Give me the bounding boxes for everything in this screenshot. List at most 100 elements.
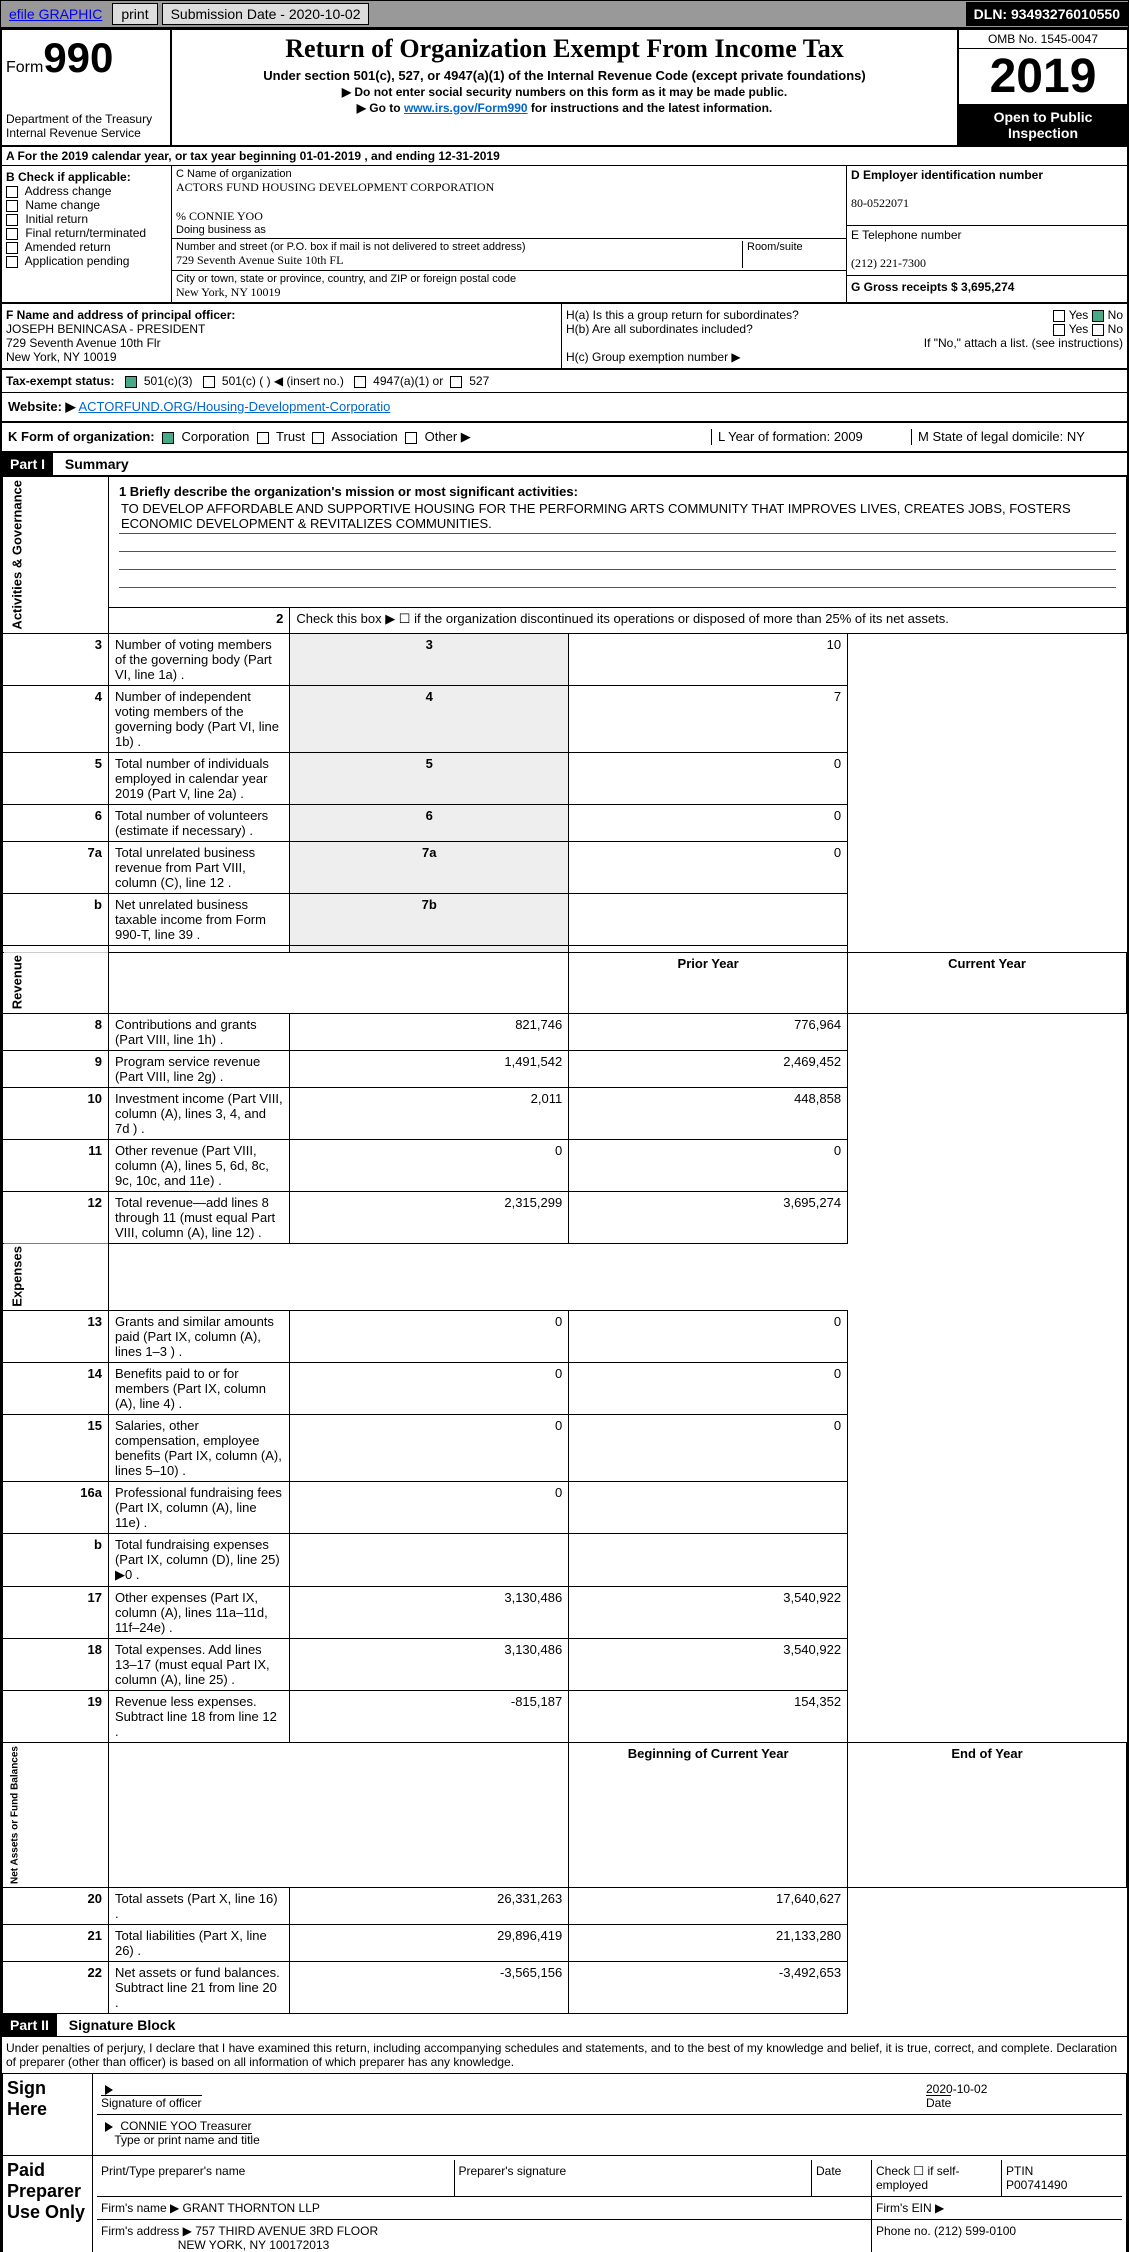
gov-side: Activities & Governance — [3, 477, 109, 634]
sig-date-label: Date — [926, 2095, 951, 2110]
mission-text: TO DEVELOP AFFORDABLE AND SUPPORTIVE HOU… — [119, 499, 1116, 534]
officer-addr: 729 Seventh Avenue 10th Flr — [6, 336, 161, 350]
ha-no: No — [1108, 308, 1123, 322]
subtitle-3: ▶ Go to www.irs.gov/Form990 for instruct… — [180, 101, 949, 115]
mission-q: 1 Briefly describe the organization's mi… — [119, 484, 578, 499]
part-2-header: Part II Signature Block — [2, 2014, 1127, 2037]
sig-name: CONNIE YOO Treasurer — [120, 2119, 251, 2134]
i-501c3-check[interactable] — [125, 376, 137, 388]
checkbox-option[interactable]: Final return/terminated — [6, 226, 167, 240]
box-deg: D Employer identification number 80-0522… — [847, 166, 1127, 302]
form-990: Form990 Department of the Treasury Inter… — [0, 28, 1129, 2252]
checkbox-option[interactable]: Name change — [6, 198, 167, 212]
prep-date-label: Date — [812, 2160, 872, 2196]
checkbox-option[interactable]: Address change — [6, 184, 167, 198]
table-row: 15Salaries, other compensation, employee… — [3, 1415, 1127, 1482]
form-header: Form990 Department of the Treasury Inter… — [2, 30, 1127, 147]
na-rows: 20Total assets (Part X, line 16) 26,331,… — [3, 1888, 1127, 2014]
street-address: 729 Seventh Avenue Suite 10th FL — [176, 253, 742, 268]
row-i: Tax-exempt status: 501(c)(3) 501(c) ( ) … — [2, 369, 1127, 393]
care-of: % CONNIE YOO — [176, 209, 842, 224]
table-row: 11Other revenue (Part VIII, column (A), … — [3, 1139, 1127, 1191]
hb-no-check[interactable] — [1092, 324, 1104, 336]
checkbox-option[interactable]: Initial return — [6, 212, 167, 226]
prep-name-label: Print/Type preparer's name — [97, 2160, 455, 2196]
sig-nametype: Type or print name and title — [114, 2133, 259, 2147]
paid-preparer: Paid Preparer Use Only — [3, 2156, 93, 2252]
submission-date: Submission Date - 2020-10-02 — [162, 3, 370, 25]
box-f: F Name and address of principal officer:… — [2, 304, 562, 368]
open-line2: Inspection — [963, 125, 1123, 141]
ha-yes: Yes — [1069, 308, 1089, 322]
box-f-label: F Name and address of principal officer: — [6, 308, 235, 322]
firm-city: NEW YORK, NY 100172013 — [178, 2238, 330, 2252]
part1-badge: Part I — [2, 453, 53, 475]
form-number: Form990 — [6, 34, 166, 82]
summary-table: Activities & Governance 1 Briefly descri… — [2, 476, 1127, 2014]
box-h: H(a) Is this a group return for subordin… — [562, 304, 1127, 368]
prep-sig-label: Preparer's signature — [455, 2160, 813, 2196]
table-row: 6Total number of volunteers (estimate if… — [3, 804, 1127, 841]
box-d-label: D Employer identification number — [851, 168, 1043, 182]
table-row: bTotal fundraising expenses (Part IX, co… — [3, 1534, 1127, 1587]
table-row: 20Total assets (Part X, line 16) 26,331,… — [3, 1888, 1127, 1925]
k-other-check[interactable] — [405, 432, 417, 444]
open-line1: Open to Public — [963, 109, 1123, 125]
k-trust-check[interactable] — [257, 432, 269, 444]
sig-arrow-icon — [105, 2085, 113, 2095]
phone-value: (212) 221-7300 — [851, 256, 926, 270]
firm-addr: Firm's address ▶ 757 THIRD AVENUE 3RD FL… — [101, 2224, 378, 2238]
firm-phone: Phone no. (212) 599-0100 — [872, 2220, 1122, 2252]
hc-label: H(c) Group exemption number ▶ — [566, 350, 1123, 364]
table-row: 13Grants and similar amounts paid (Part … — [3, 1311, 1127, 1363]
table-row: 21Total liabilities (Part X, line 26) 29… — [3, 1925, 1127, 1962]
rev-side: Revenue — [3, 952, 109, 1013]
box-c: C Name of organization ACTORS FUND HOUSI… — [172, 166, 847, 302]
checkbox-option[interactable]: Amended return — [6, 240, 167, 254]
city-state-zip: New York, NY 10019 — [176, 285, 842, 300]
k-assoc-check[interactable] — [312, 432, 324, 444]
checkbox-option[interactable]: Application pending — [6, 254, 167, 268]
table-row: 17Other expenses (Part IX, column (A), l… — [3, 1587, 1127, 1639]
sig-arrow2-icon — [105, 2122, 113, 2132]
officer-city: New York, NY 10019 — [6, 350, 117, 364]
ptin-label: PTIN — [1006, 2164, 1033, 2178]
sign-here: Sign Here — [3, 2074, 93, 2155]
h-note: If "No," attach a list. (see instruction… — [566, 336, 1123, 350]
dln-label: DLN: 93493276010550 — [966, 2, 1128, 26]
self-emp-label: Check ☐ if self-employed — [872, 2160, 1002, 2196]
goto-suffix: for instructions and the latest informat… — [528, 101, 773, 115]
k-o1: Corporation — [181, 429, 249, 444]
box-b: B Check if applicable: Address change Na… — [2, 166, 172, 302]
table-row: 4Number of independent voting members of… — [3, 685, 1127, 752]
efile-link[interactable]: efile GRAPHIC — [1, 2, 110, 26]
exp-rows: 13Grants and similar amounts paid (Part … — [3, 1311, 1127, 1743]
i-4947-check[interactable] — [354, 376, 366, 388]
ha-no-check[interactable] — [1092, 310, 1104, 322]
hb-yes: Yes — [1069, 322, 1089, 336]
part2-badge: Part II — [2, 2014, 57, 2036]
form990-link[interactable]: www.irs.gov/Form990 — [404, 101, 528, 115]
i-501c-check[interactable] — [203, 376, 215, 388]
subtitle-2: ▶ Do not enter social security numbers o… — [180, 85, 949, 99]
addr-label: Number and street (or P.O. box if mail i… — [176, 241, 742, 253]
table-row: 22Net assets or fund balances. Subtract … — [3, 1962, 1127, 2014]
box-k-label: K Form of organization: — [8, 429, 155, 444]
form-990-number: 990 — [43, 34, 113, 81]
ha-yes-check[interactable] — [1053, 310, 1065, 322]
website-link[interactable]: ACTORFUND.ORG/Housing-Development-Corpor… — [78, 399, 390, 414]
ha-label: H(a) Is this a group return for subordin… — [566, 308, 1003, 322]
print-button[interactable]: print — [112, 3, 157, 25]
box-e-label: E Telephone number — [851, 228, 962, 242]
k-corp-check[interactable] — [162, 432, 174, 444]
room-label: Room/suite — [747, 241, 842, 253]
officer-name: JOSEPH BENINCASA - PRESIDENT — [6, 322, 205, 336]
hb-yes-check[interactable] — [1053, 324, 1065, 336]
form-word: Form — [6, 59, 43, 76]
i-527-check[interactable] — [450, 376, 462, 388]
sig-officer-label: Signature of officer — [101, 2095, 202, 2110]
k-o3: Association — [331, 429, 397, 444]
box-i-label: Tax-exempt status: — [6, 374, 114, 388]
i-o2: 501(c) ( ) ◀ (insert no.) — [222, 374, 344, 388]
box-klm: K Form of organization: Corporation Trus… — [2, 423, 1127, 453]
